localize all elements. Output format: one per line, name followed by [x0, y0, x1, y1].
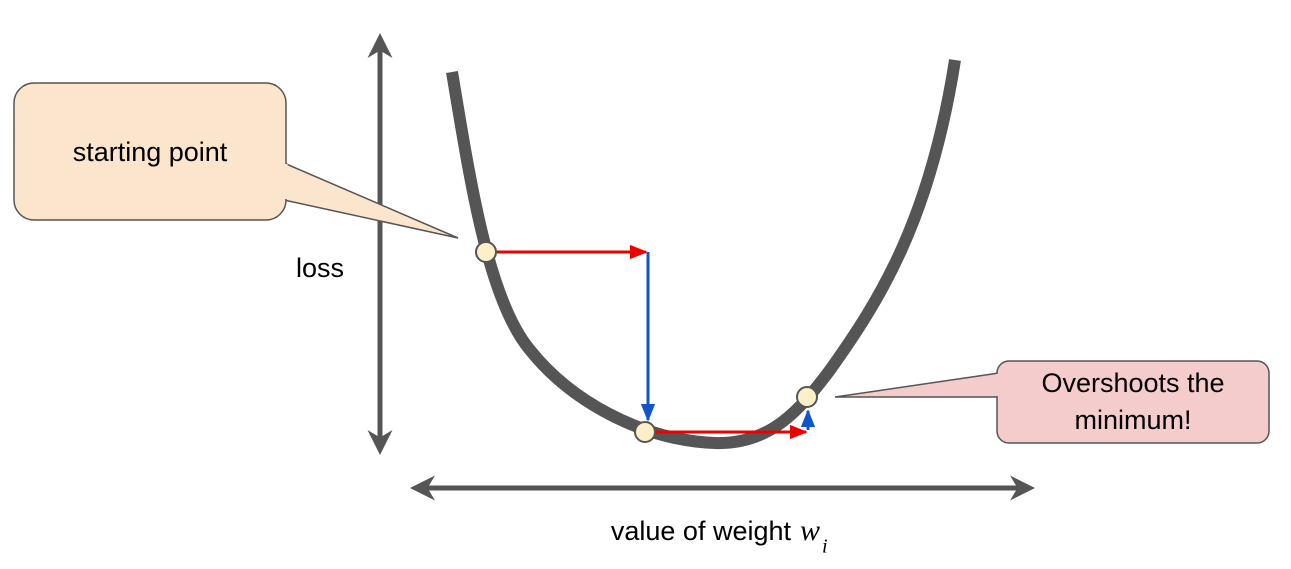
x-axis-symbol: w	[800, 514, 820, 547]
point	[796, 386, 818, 408]
callout-text: minimum!	[1074, 405, 1191, 435]
point	[475, 241, 497, 263]
y-axis-label: loss	[296, 253, 344, 283]
point	[634, 421, 656, 443]
callout-tail	[834, 372, 1000, 398]
callout-tail	[283, 161, 459, 239]
callout-box	[996, 360, 1270, 444]
callout-box	[13, 82, 287, 221]
callout-text: starting point	[73, 137, 228, 167]
x-axis-subscript: i	[822, 536, 828, 558]
loss-curve	[446, 59, 961, 450]
x-axis-label: value of weight	[611, 516, 792, 546]
callout-text: Overshoots the	[1041, 368, 1224, 398]
